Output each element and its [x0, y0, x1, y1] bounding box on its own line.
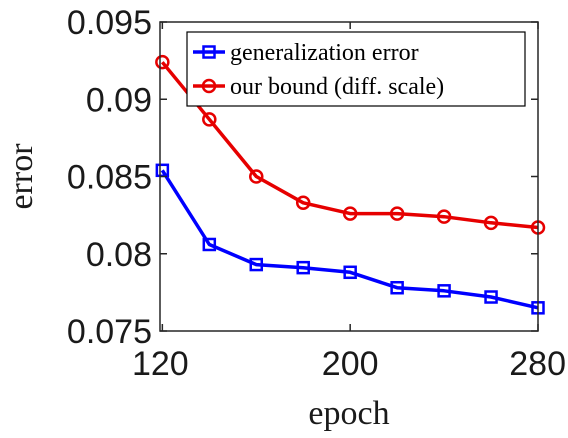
x-tick-label: 280: [509, 345, 566, 383]
x-tick-label: 200: [322, 345, 379, 383]
data-point: [202, 237, 217, 252]
y-tick-label: 0.085: [67, 159, 152, 197]
data-point: [437, 284, 451, 298]
data-point: [483, 215, 499, 231]
data-point: [155, 54, 170, 70]
data-point: [343, 265, 357, 280]
data-point: [295, 195, 311, 211]
axis-ticks: 0.075 0.08 0.085 0.09 0.095 120 200 280: [67, 4, 566, 383]
legend-box: [186, 31, 526, 107]
data-point: [249, 169, 264, 184]
series-line: [160, 61, 539, 230]
legend-label: generalization error: [230, 40, 419, 66]
y-tick-label: 0.08: [86, 236, 152, 274]
data-point: [436, 209, 452, 224]
y-tick-label: 0.095: [67, 4, 152, 42]
series-generalization-error: [155, 163, 545, 315]
data-point: [389, 206, 405, 221]
data-point: [390, 280, 404, 295]
legend-label: our bound (diff. scale): [230, 74, 444, 100]
legend-entry: generalization error: [193, 40, 419, 66]
y-tick-label: 0.09: [86, 81, 152, 119]
data-point: [342, 206, 358, 221]
x-tick-label: 120: [132, 345, 189, 383]
series-our-bound: [155, 54, 546, 235]
legend-entries: generalization error our bound (diff. sca…: [193, 40, 444, 100]
x-axis-title: epoch: [308, 395, 389, 432]
data-point: [202, 45, 216, 59]
legend-entry: our bound (diff. scale): [193, 74, 444, 100]
legend: generalization error our bound (diff. sca…: [186, 31, 526, 107]
data-point: [201, 78, 217, 94]
y-tick-label: 0.075: [67, 313, 152, 351]
data-point: [249, 257, 264, 272]
data-point: [202, 112, 217, 127]
data-point: [296, 260, 310, 275]
y-axis-title: error: [3, 143, 40, 210]
series-line: [160, 169, 539, 310]
data-point: [484, 290, 498, 304]
